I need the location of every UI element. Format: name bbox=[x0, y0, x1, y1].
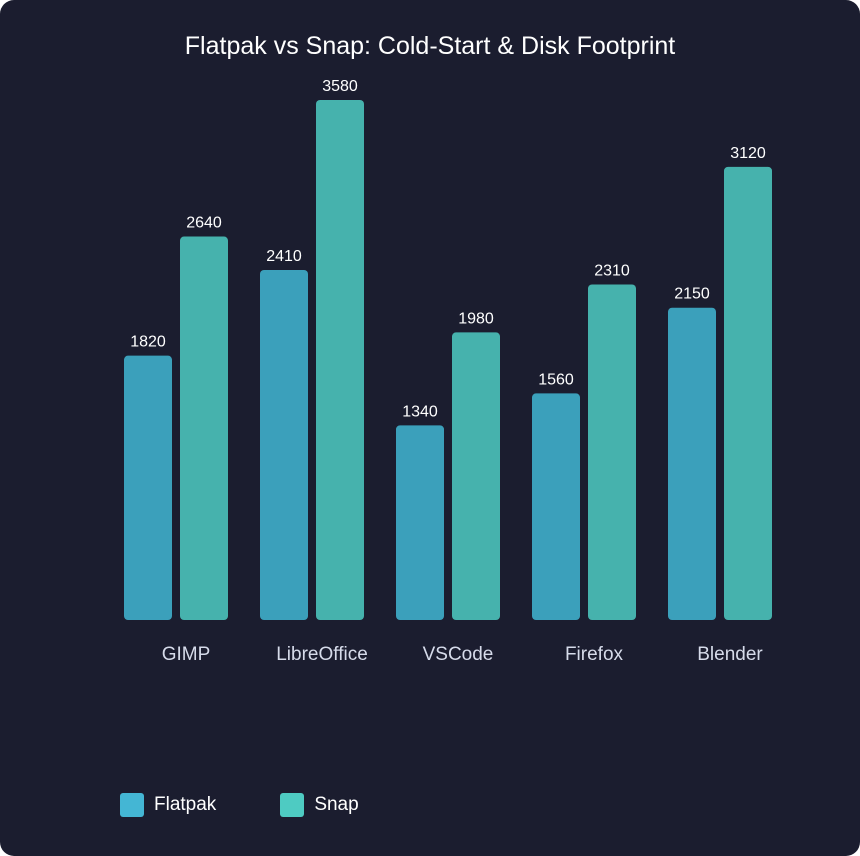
data-label-flatpak-vscode: 1340 bbox=[402, 403, 438, 420]
bar-flatpak-blender bbox=[668, 307, 716, 620]
bar-flatpak-vscode bbox=[396, 425, 444, 620]
data-label-flatpak-gimp: 1820 bbox=[130, 334, 166, 351]
x-tick-label-gimp: GIMP bbox=[162, 644, 211, 665]
bar-snap-firefox bbox=[588, 284, 636, 620]
data-label-snap-vscode: 1980 bbox=[458, 310, 494, 327]
chart-title: Flatpak vs Snap: Cold-Start & Disk Footp… bbox=[184, 32, 676, 60]
x-tick-label-libreoffice: LibreOffice bbox=[276, 644, 368, 665]
x-tick-label-blender: Blender bbox=[697, 644, 763, 665]
data-label-snap-libreoffice: 3580 bbox=[322, 78, 358, 95]
bar-flatpak-libreoffice bbox=[260, 269, 308, 620]
bar-snap-libreoffice bbox=[316, 100, 364, 620]
data-label-snap-firefox: 2310 bbox=[594, 262, 630, 279]
bar-snap-vscode bbox=[452, 332, 500, 620]
legend-item-flatpak: Flatpak bbox=[120, 793, 216, 817]
legend-swatch-snap bbox=[280, 793, 305, 817]
data-label-flatpak-blender: 2150 bbox=[674, 286, 710, 303]
legend-item-snap: Snap bbox=[280, 793, 359, 817]
data-label-flatpak-firefox: 1560 bbox=[538, 371, 574, 388]
legend-label-flatpak: Flatpak bbox=[154, 794, 217, 815]
bar-snap-gimp bbox=[180, 236, 228, 620]
chart-legend: Flatpak Snap bbox=[120, 792, 423, 818]
data-label-snap-gimp: 2640 bbox=[186, 215, 222, 232]
x-tick-label-firefox: Firefox bbox=[565, 644, 624, 665]
x-tick-label-vscode: VSCode bbox=[423, 644, 494, 665]
bar-chart-plot: 1820 2640 GIMP 2410 3580 LibreOffice 1340 1980 V… bbox=[124, 78, 772, 665]
bar-flatpak-gimp bbox=[124, 355, 172, 620]
legend-swatch-flatpak bbox=[120, 793, 144, 817]
legend-label-snap: Snap bbox=[314, 794, 359, 815]
bar-snap-blender bbox=[724, 166, 772, 620]
data-label-snap-blender: 3120 bbox=[730, 145, 766, 162]
data-label-flatpak-libreoffice: 2410 bbox=[266, 248, 302, 265]
bar-flatpak-firefox bbox=[532, 393, 580, 620]
